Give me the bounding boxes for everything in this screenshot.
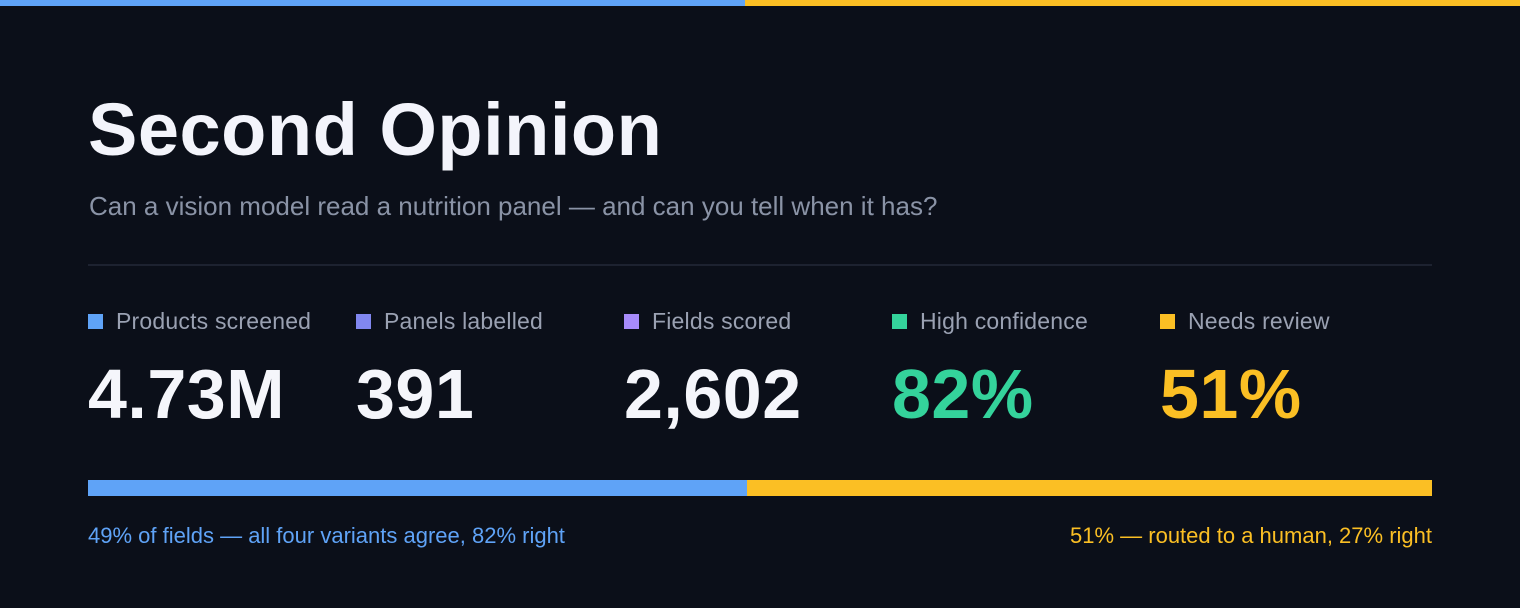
review-caption: 51% — routed to a human, 27% right [1070,523,1432,548]
page-title: Second Opinion [88,88,663,171]
split-bar-review [746,480,1432,496]
agree-caption: 49% of fields — all four variants agree,… [88,523,565,548]
panels-labelled-swatch [356,313,371,329]
products-screened-swatch [88,313,103,329]
needs-review-value: 51% [1160,355,1302,433]
products-screened-value: 4.73M [88,355,286,433]
stat-products-screened: Products screened 4.73M [88,306,356,434]
top-accent-bar-blue [0,0,745,6]
fields-scored-swatch [624,313,639,329]
stat-needs-review: Needs review 51% [1160,306,1428,434]
header-divider [88,264,1432,266]
needs-review-swatch [1160,313,1175,329]
top-accent-bar-amber [745,0,1520,6]
stat-high-confidence: High confidence 82% [892,306,1160,434]
needs-review-label: Needs review [1188,307,1330,334]
page-subtitle: Can a vision model read a nutrition pane… [89,191,938,221]
stat-panels-labelled: Panels labelled 391 [356,306,624,434]
stat-fields-scored: Fields scored 2,602 [624,306,892,434]
high-confidence-swatch [892,313,907,329]
high-confidence-label: High confidence [920,307,1088,334]
panels-labelled-value: 391 [356,355,475,433]
top-accent-bar [0,0,1520,6]
high-confidence-value: 82% [892,355,1034,433]
split-bar-agree [88,480,747,496]
stats-row: Products screened 4.73M Panels labelled … [88,306,1432,436]
split-bar [88,480,1432,496]
fields-scored-value: 2,602 [624,355,802,433]
panels-labelled-label: Panels labelled [384,307,544,334]
fields-scored-label: Fields scored [652,307,792,334]
products-screened-label: Products screened [116,307,312,334]
